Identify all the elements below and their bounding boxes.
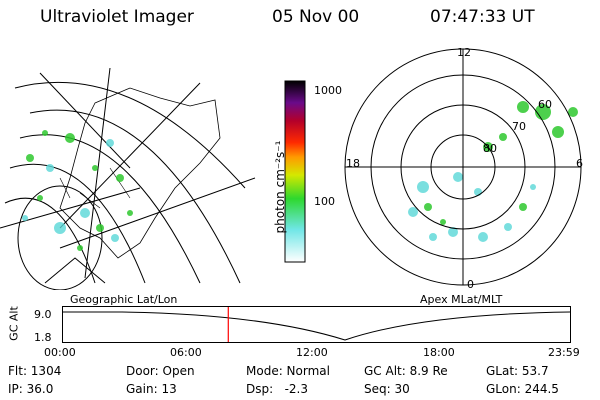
app-title: Ultraviolet Imager	[40, 7, 194, 27]
time-readout: 07:47:33 UT	[430, 7, 535, 27]
mlt-6-label: 6	[576, 157, 583, 170]
timeline-tick-1: 06:00	[170, 346, 202, 359]
gain-readout: Gain: 13	[126, 382, 177, 396]
right-panel-caption: Apex MLat/MLT	[420, 293, 503, 306]
door-readout: Door: Open	[126, 364, 195, 378]
geographic-map-panel	[0, 67, 256, 290]
timeline-y-bottom: 1.8	[34, 331, 52, 344]
timeline-ylabel: GC Alt	[7, 306, 21, 341]
mlat-60-label: 60	[538, 98, 552, 111]
mlat-80-label: 80	[483, 142, 497, 155]
timeline-tick-4: 23:59	[548, 346, 580, 359]
mlt-0-label: 0	[467, 278, 474, 291]
orbit-timeline-plot	[62, 306, 571, 343]
glon-readout: GLon: 244.5	[486, 382, 559, 396]
left-panel-caption: Geographic Lat/Lon	[70, 293, 178, 306]
timeline-tick-2: 12:00	[296, 346, 328, 359]
polar-mlt-panel	[344, 48, 582, 286]
colorbar-tick-100: 100	[314, 195, 335, 208]
gc-alt-readout: GC Alt: 8.9 Re	[364, 364, 448, 378]
colorbar-tick-1000: 1000	[314, 84, 342, 97]
date-readout: 05 Nov 00	[272, 7, 360, 27]
timeline-y-top: 9.0	[34, 308, 52, 321]
ip-readout: IP: 36.0	[8, 382, 54, 396]
mlt-18-label: 18	[346, 157, 360, 170]
mlat-70-label: 70	[512, 120, 526, 133]
glat-readout: GLat: 53.7	[486, 364, 549, 378]
timeline-tick-3: 18:00	[423, 346, 455, 359]
flight-readout: Flt: 1304	[8, 364, 62, 378]
dsp-readout: Dsp: -2.3	[246, 382, 309, 396]
timeline-tick-0: 00:00	[44, 346, 76, 359]
colorbar-unit-label: photon cm⁻²s⁻¹	[273, 140, 287, 234]
mlt-12-label: 12	[457, 46, 471, 59]
mode-readout: Mode: Normal	[246, 364, 330, 378]
seq-readout: Seq: 30	[364, 382, 410, 396]
color-scale-bar	[284, 80, 306, 263]
